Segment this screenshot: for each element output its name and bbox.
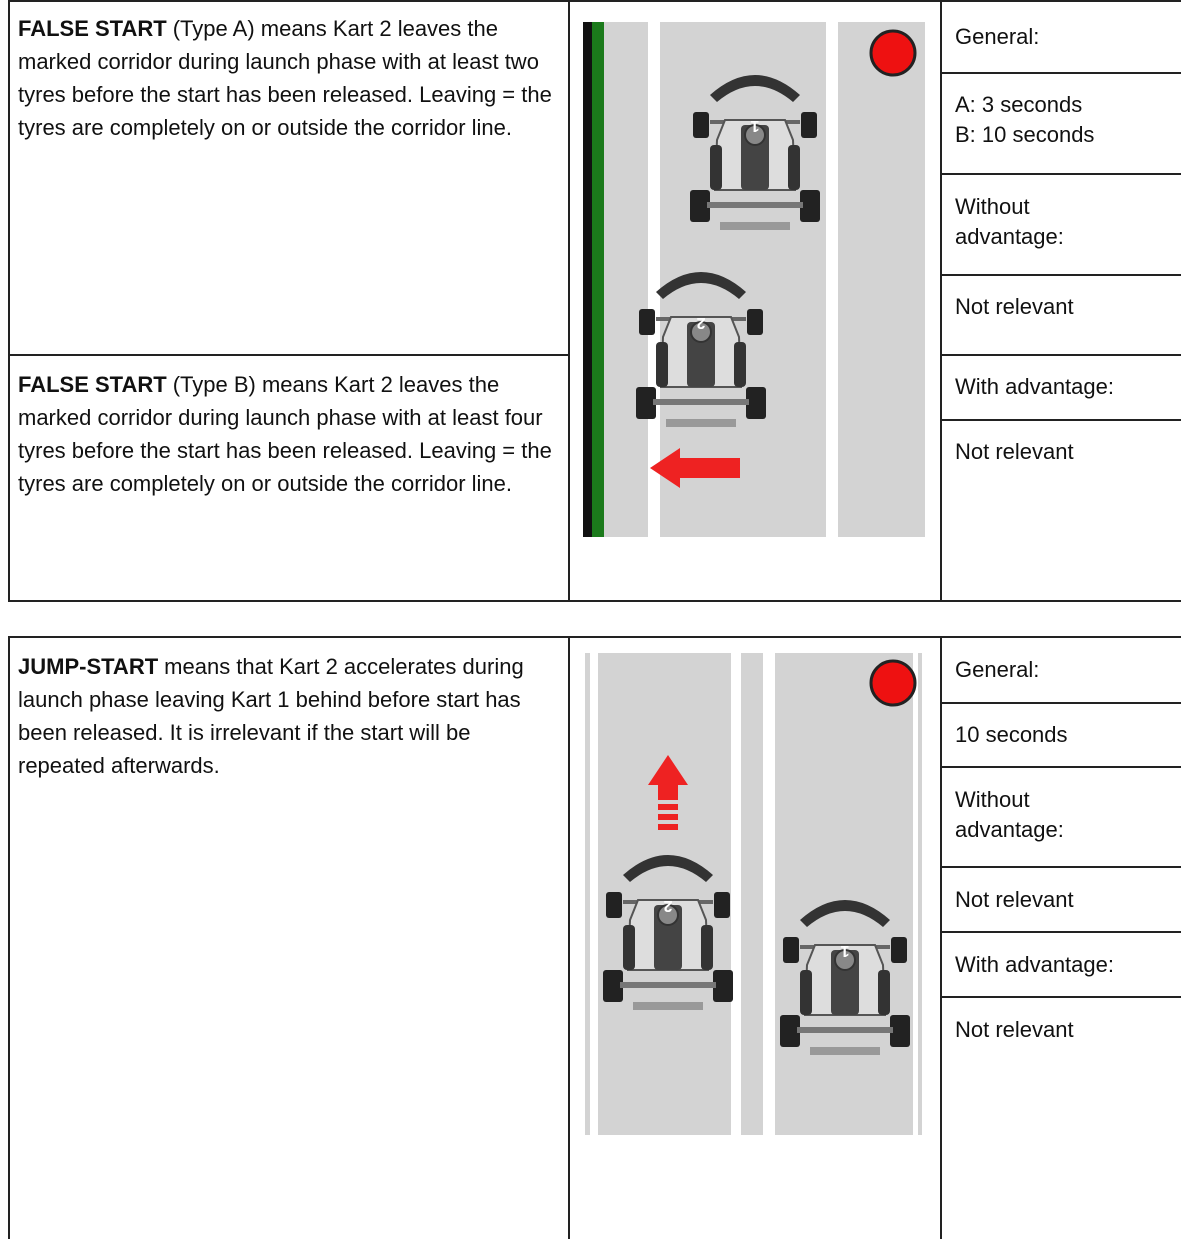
- side-line: A: 3 seconds: [955, 92, 1083, 117]
- border: [940, 996, 1181, 998]
- side-label: Without advantage:: [955, 787, 1064, 842]
- border: [8, 0, 1181, 2]
- border: [8, 354, 570, 356]
- border: [8, 600, 1181, 602]
- side-value: Not relevant: [955, 294, 1074, 319]
- kart-number: 2: [696, 314, 705, 331]
- border: [8, 0, 10, 602]
- side-label: Without advantage:: [955, 194, 1064, 249]
- rule-lead: FALSE START: [18, 16, 167, 41]
- border: [940, 354, 1181, 356]
- side-value: A: 3 seconds B: 10 seconds: [955, 90, 1181, 150]
- kart-number: 1: [750, 117, 759, 134]
- side-value: 10 seconds: [955, 722, 1068, 747]
- rule-lead: FALSE START: [18, 372, 167, 397]
- border: [940, 72, 1181, 74]
- border: [8, 636, 1181, 638]
- border: [940, 173, 1181, 175]
- side-label: General:: [955, 657, 1040, 682]
- border: [940, 274, 1181, 276]
- border: [940, 702, 1181, 704]
- border: [940, 0, 942, 602]
- border: [940, 866, 1181, 868]
- border: [940, 931, 1181, 933]
- rule-text: JUMP-START means that Kart 2 accelerates …: [18, 650, 558, 782]
- rule-body: means that Kart 2 accelerates during lau…: [18, 654, 524, 778]
- border: [940, 419, 1181, 421]
- rule-body: (Type B) means Kart 2 leaves the marked …: [18, 372, 552, 496]
- border: [8, 636, 10, 1239]
- border: [940, 636, 942, 1239]
- side-value: Not relevant: [955, 887, 1074, 912]
- rule-lead: JUMP-START: [18, 654, 159, 679]
- rule-body: (Type A) means Kart 2 leaves the marked …: [18, 16, 552, 140]
- side-value: Not relevant: [955, 439, 1074, 464]
- border: [940, 766, 1181, 768]
- border: [568, 636, 570, 1239]
- rule-text: FALSE START (Type A) means Kart 2 leaves …: [18, 12, 558, 144]
- border: [568, 0, 570, 602]
- side-label: With advantage:: [955, 952, 1114, 977]
- side-line: B: 10 seconds: [955, 122, 1095, 147]
- kart-number: 1: [840, 942, 849, 959]
- kart-number: 2: [663, 897, 672, 914]
- rule-text: FALSE START (Type B) means Kart 2 leaves …: [18, 368, 558, 500]
- side-label: General:: [955, 24, 1040, 49]
- side-label: With advantage:: [955, 374, 1114, 399]
- side-value: Not relevant: [955, 1017, 1074, 1042]
